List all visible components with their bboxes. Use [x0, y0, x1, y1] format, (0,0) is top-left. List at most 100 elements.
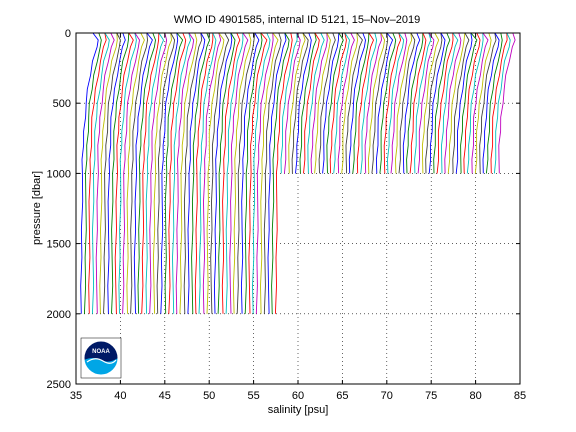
profile-line: [95, 32, 115, 314]
profile-line: [375, 32, 394, 174]
profile-line: [210, 32, 230, 314]
y-tick-labels: 0 500 1000 1500 2000 2500: [47, 28, 71, 391]
axis-ticks: [75, 32, 521, 385]
profile-line: [187, 32, 206, 314]
profile-line: [379, 32, 397, 174]
profile-line: [295, 32, 312, 174]
profile-line: [168, 32, 187, 314]
profile-line: [179, 32, 198, 314]
profile-line: [280, 32, 298, 174]
profile-line: [88, 32, 107, 314]
x-tick-label: 70: [381, 390, 393, 402]
profile-line: [364, 32, 382, 174]
profile-line: [99, 32, 118, 314]
x-tick-label: 65: [336, 390, 348, 402]
profile-line: [318, 32, 336, 174]
profile-line: [252, 32, 271, 314]
y-tick-label: 1500: [47, 239, 71, 251]
profile-line: [83, 32, 102, 314]
profile-line: [271, 32, 290, 314]
x-tick-label: 50: [203, 390, 215, 402]
x-tick-label: 35: [70, 390, 82, 402]
profile-line: [164, 32, 184, 314]
profile-line: [244, 32, 263, 314]
profile-line: [291, 32, 309, 174]
profile-line: [341, 32, 358, 174]
profile-lines: [80, 32, 516, 314]
profile-line: [390, 32, 408, 174]
grid-lines: [76, 33, 520, 384]
profile-line: [156, 32, 176, 314]
x-tick-label: 55: [247, 390, 259, 402]
profile-line: [141, 32, 160, 314]
profile-line: [474, 32, 492, 174]
profile-line: [303, 32, 320, 174]
profile-line: [352, 32, 370, 174]
noaa-logo-text: NOAA: [92, 349, 110, 355]
profile-line: [387, 32, 405, 174]
profile-line: [356, 32, 375, 174]
y-tick-label: 2500: [47, 379, 71, 391]
profile-line: [152, 32, 172, 314]
profile-line: [126, 32, 145, 314]
x-tick-label: 40: [114, 390, 126, 402]
profile-line: [314, 32, 331, 174]
profile-line: [160, 32, 179, 314]
profile-line: [466, 32, 484, 174]
profile-line: [133, 32, 153, 314]
profile-line: [288, 32, 306, 174]
profile-line: [402, 32, 421, 174]
profile-line: [395, 32, 413, 174]
profile-line: [221, 32, 241, 314]
profile-line: [307, 32, 325, 174]
profile-line: [198, 32, 217, 314]
profile-line: [191, 32, 211, 314]
profile-line: [498, 32, 516, 174]
profile-line: [322, 32, 340, 174]
profile-line: [194, 33, 214, 314]
profile-line: [260, 32, 279, 314]
x-tick-label: 80: [469, 390, 481, 402]
profile-line: [232, 32, 252, 314]
profile-line: [444, 32, 462, 174]
profile-line: [236, 32, 256, 314]
profile-line: [267, 32, 287, 314]
chart-title: WMO ID 4901585, internal ID 5121, 15–Nov…: [174, 14, 420, 26]
profile-line: [460, 32, 478, 174]
profile-line: [213, 32, 233, 314]
profile-line: [263, 32, 282, 314]
profile-line: [240, 32, 260, 314]
x-tick-label: 45: [159, 390, 171, 402]
profile-line: [229, 32, 249, 314]
noaa-logo: NOAA: [80, 337, 122, 379]
profile-line: [345, 32, 363, 174]
profile-line: [436, 32, 454, 174]
profile-line: [172, 32, 192, 314]
profile-line: [326, 32, 344, 174]
profile-line: [398, 32, 416, 174]
profile-line: [202, 32, 222, 314]
profile-line: [137, 32, 156, 314]
profile-line: [145, 32, 165, 314]
profile-line: [463, 32, 481, 174]
profile-line: [428, 32, 446, 174]
x-tick-label: 85: [514, 390, 526, 402]
profile-line: [103, 32, 121, 314]
profile-line: [206, 32, 225, 314]
profile-line: [111, 32, 130, 314]
profile-line: [417, 32, 435, 174]
profile-line: [433, 32, 451, 174]
y-tick-label: 0: [65, 28, 71, 40]
profile-line: [383, 32, 402, 174]
profile-line: [255, 32, 274, 314]
profile-line: [493, 32, 511, 174]
profile-line: [130, 32, 148, 314]
profile-line: [406, 33, 424, 174]
profile-line: [333, 32, 350, 174]
x-tick-label: 60: [292, 390, 304, 402]
profile-line: [175, 32, 195, 314]
profile-line: [80, 32, 99, 314]
profile-line: [409, 32, 427, 174]
